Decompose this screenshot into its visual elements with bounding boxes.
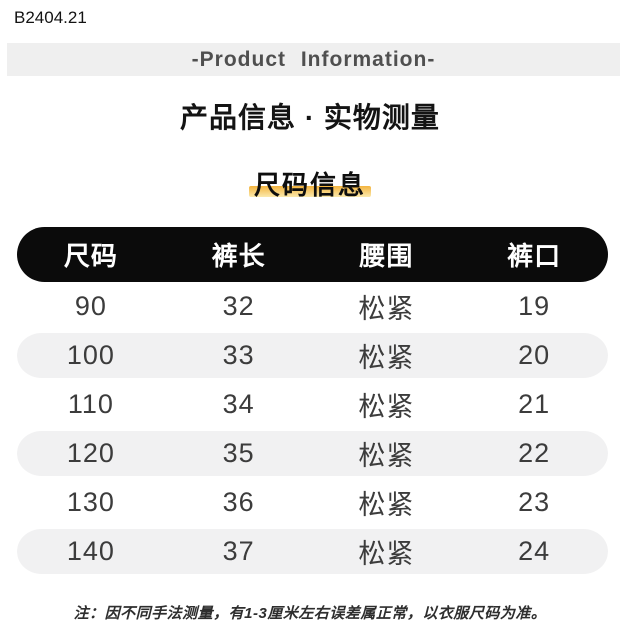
cell-hem: 20: [518, 340, 551, 370]
cell-waist: 松紧: [358, 441, 415, 471]
cell-size: 130: [66, 487, 115, 517]
cell-waist: 松紧: [358, 343, 415, 373]
table-row: 120 35 松紧 22: [17, 429, 608, 478]
cell-size: 90: [74, 291, 107, 321]
cell-length: 32: [222, 291, 255, 321]
column-header-waist: 腰围: [359, 241, 414, 271]
table-row: 130 36 松紧 23: [17, 478, 608, 527]
page-title: 产品信息 · 实物测量: [180, 102, 440, 133]
cell-waist: 松紧: [358, 490, 415, 520]
cell-hem: 24: [518, 536, 551, 566]
cell-length: 34: [222, 389, 255, 419]
cell-waist: 松紧: [358, 392, 415, 422]
cell-size: 110: [67, 389, 114, 419]
table-row: 90 32 松紧 19: [17, 282, 608, 331]
size-info-label: 尺码信息: [253, 170, 366, 200]
cell-size: 100: [66, 340, 115, 370]
cell-hem: 22: [518, 438, 551, 468]
cell-length: 37: [222, 536, 255, 566]
cell-waist: 松紧: [358, 294, 415, 324]
product-information-banner: -Product Information-: [7, 43, 620, 76]
size-table-header: 尺码 裤长 腰围 裤口: [17, 227, 608, 282]
yellow-highlight-bar: [249, 186, 371, 197]
cell-size: 120: [66, 438, 115, 468]
cell-hem: 21: [518, 389, 551, 419]
cell-size: 140: [66, 536, 115, 566]
cell-hem: 19: [518, 291, 551, 321]
measurement-note: 注：因不同手法测量，有1-3厘米左右误差属正常，以衣服尺码为准。: [73, 605, 547, 622]
column-header-size: 尺码: [63, 241, 118, 271]
banner-title: -Product Information-: [191, 47, 436, 71]
cell-length: 33: [222, 340, 255, 370]
column-header-hem: 裤口: [507, 241, 562, 271]
column-header-length: 裤长: [211, 241, 266, 271]
size-table: 尺码 裤长 腰围 裤口 90 32 松紧 19 100 33 松紧 20 110…: [17, 227, 608, 576]
table-row: 140 37 松紧 24: [17, 527, 608, 576]
cell-waist: 松紧: [358, 539, 415, 569]
cell-length: 35: [222, 438, 255, 468]
cell-length: 36: [222, 487, 255, 517]
product-code: B2404.21: [14, 8, 87, 27]
table-row: 110 34 松紧 21: [17, 380, 608, 429]
size-info-subtitle: 尺码信息: [0, 165, 620, 201]
table-row: 100 33 松紧 20: [17, 331, 608, 380]
cell-hem: 23: [518, 487, 551, 517]
